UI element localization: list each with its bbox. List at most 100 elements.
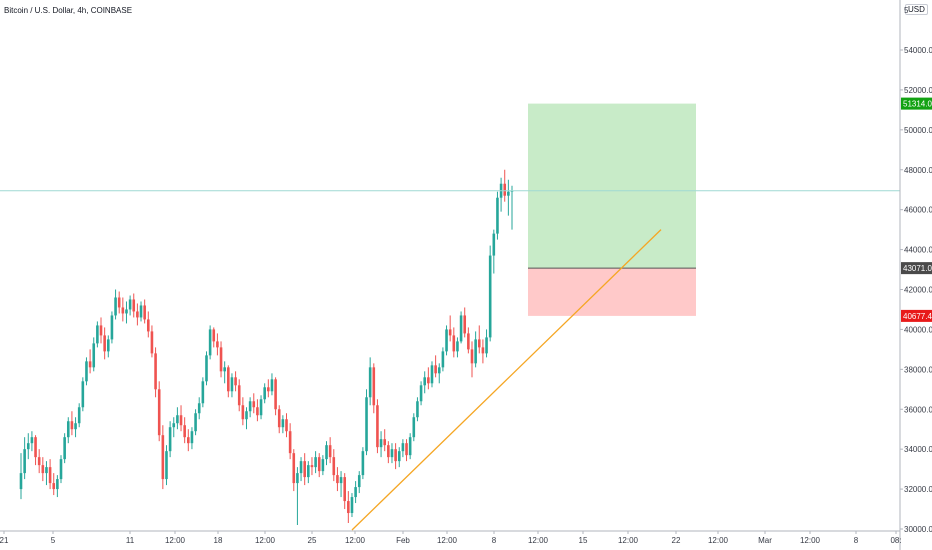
time-tick-label: 12:00 <box>528 536 549 545</box>
candle-body <box>474 339 477 364</box>
candle <box>168 421 172 458</box>
candle-body <box>194 413 197 432</box>
candle-body <box>168 427 172 452</box>
candle <box>41 457 45 482</box>
candle-body <box>368 367 372 398</box>
candle-body <box>321 459 325 472</box>
candle <box>408 433 412 460</box>
candle-body <box>357 475 361 488</box>
candle-body <box>23 449 26 474</box>
candle <box>74 417 77 438</box>
price-tick-label: 40000.00 <box>904 325 932 334</box>
candle-body <box>136 311 139 318</box>
candle <box>357 471 361 494</box>
candle-body <box>161 435 165 480</box>
candle <box>299 457 303 482</box>
candle <box>503 169 507 202</box>
candle <box>416 397 419 422</box>
candle-body <box>176 415 179 424</box>
candle <box>477 325 481 354</box>
candle <box>343 473 346 510</box>
candle <box>376 399 379 454</box>
candle <box>190 427 194 450</box>
candle-body <box>310 465 314 468</box>
candle-body <box>267 387 270 392</box>
candle-body <box>41 465 45 474</box>
candle <box>427 367 430 390</box>
candle-body <box>241 405 245 420</box>
candle-body <box>336 475 339 484</box>
candle <box>332 449 336 482</box>
candle <box>390 443 394 464</box>
price-tick-label: 42000.00 <box>904 286 932 295</box>
candle <box>77 403 81 428</box>
candle <box>157 381 161 442</box>
candle <box>401 439 405 458</box>
take-profit-tag-bg <box>901 97 932 110</box>
candle <box>150 325 154 358</box>
candle <box>234 371 237 392</box>
candle-body <box>448 329 452 336</box>
price-tick-label: 34000.00 <box>904 445 932 454</box>
candle <box>45 461 48 486</box>
price-tick-label: 36000.00 <box>904 405 932 414</box>
candle <box>296 467 299 526</box>
candle <box>317 453 321 478</box>
candle-body <box>263 387 266 400</box>
candle-body <box>303 461 306 478</box>
candle <box>110 311 114 344</box>
candle <box>423 371 427 394</box>
trendline[interactable] <box>351 229 662 531</box>
candle-body <box>81 381 85 408</box>
candle-body <box>325 445 328 460</box>
candle-body <box>205 355 208 382</box>
candle-body <box>317 457 321 472</box>
candle-body <box>74 423 77 430</box>
candle-body <box>230 377 234 392</box>
candle <box>146 311 150 338</box>
candle <box>365 389 368 456</box>
candle-body <box>277 409 281 428</box>
time-tick-label: 12:00 <box>165 536 186 545</box>
candle <box>194 409 197 436</box>
profit-zone[interactable] <box>528 103 696 269</box>
candle-body <box>412 417 416 438</box>
candle <box>187 429 190 452</box>
candle-body <box>354 487 357 498</box>
candle <box>19 453 23 500</box>
candle <box>270 373 274 396</box>
candle <box>37 449 41 474</box>
price-tags: 51314.02 43071.07 40677.47 <box>901 97 932 322</box>
candle-body <box>208 329 212 356</box>
candle <box>325 441 328 466</box>
overlays <box>0 190 900 531</box>
candle-body <box>37 457 41 466</box>
candle <box>383 429 387 452</box>
candle <box>285 413 288 438</box>
candle <box>507 179 510 216</box>
currency-button[interactable]: USD <box>905 4 928 15</box>
candle-body <box>248 401 252 412</box>
candle <box>63 433 66 464</box>
time-tick-label: 21 <box>0 536 9 545</box>
candle <box>154 347 157 398</box>
candle-body <box>296 473 299 484</box>
loss-zone[interactable] <box>528 268 696 316</box>
candle <box>23 437 26 480</box>
candle <box>256 399 259 422</box>
candle-body <box>361 451 365 476</box>
candle <box>223 361 226 384</box>
candle <box>263 383 266 404</box>
entry-price-tag: 43071.07 <box>903 264 932 273</box>
candle <box>485 329 488 358</box>
candle-body <box>390 449 394 458</box>
candle <box>85 357 88 386</box>
candle-body <box>376 405 379 448</box>
candle <box>307 461 310 484</box>
candle-body <box>387 445 390 458</box>
candle <box>368 357 372 406</box>
candle <box>481 339 485 364</box>
candle <box>26 433 30 460</box>
candle-body <box>234 377 237 386</box>
